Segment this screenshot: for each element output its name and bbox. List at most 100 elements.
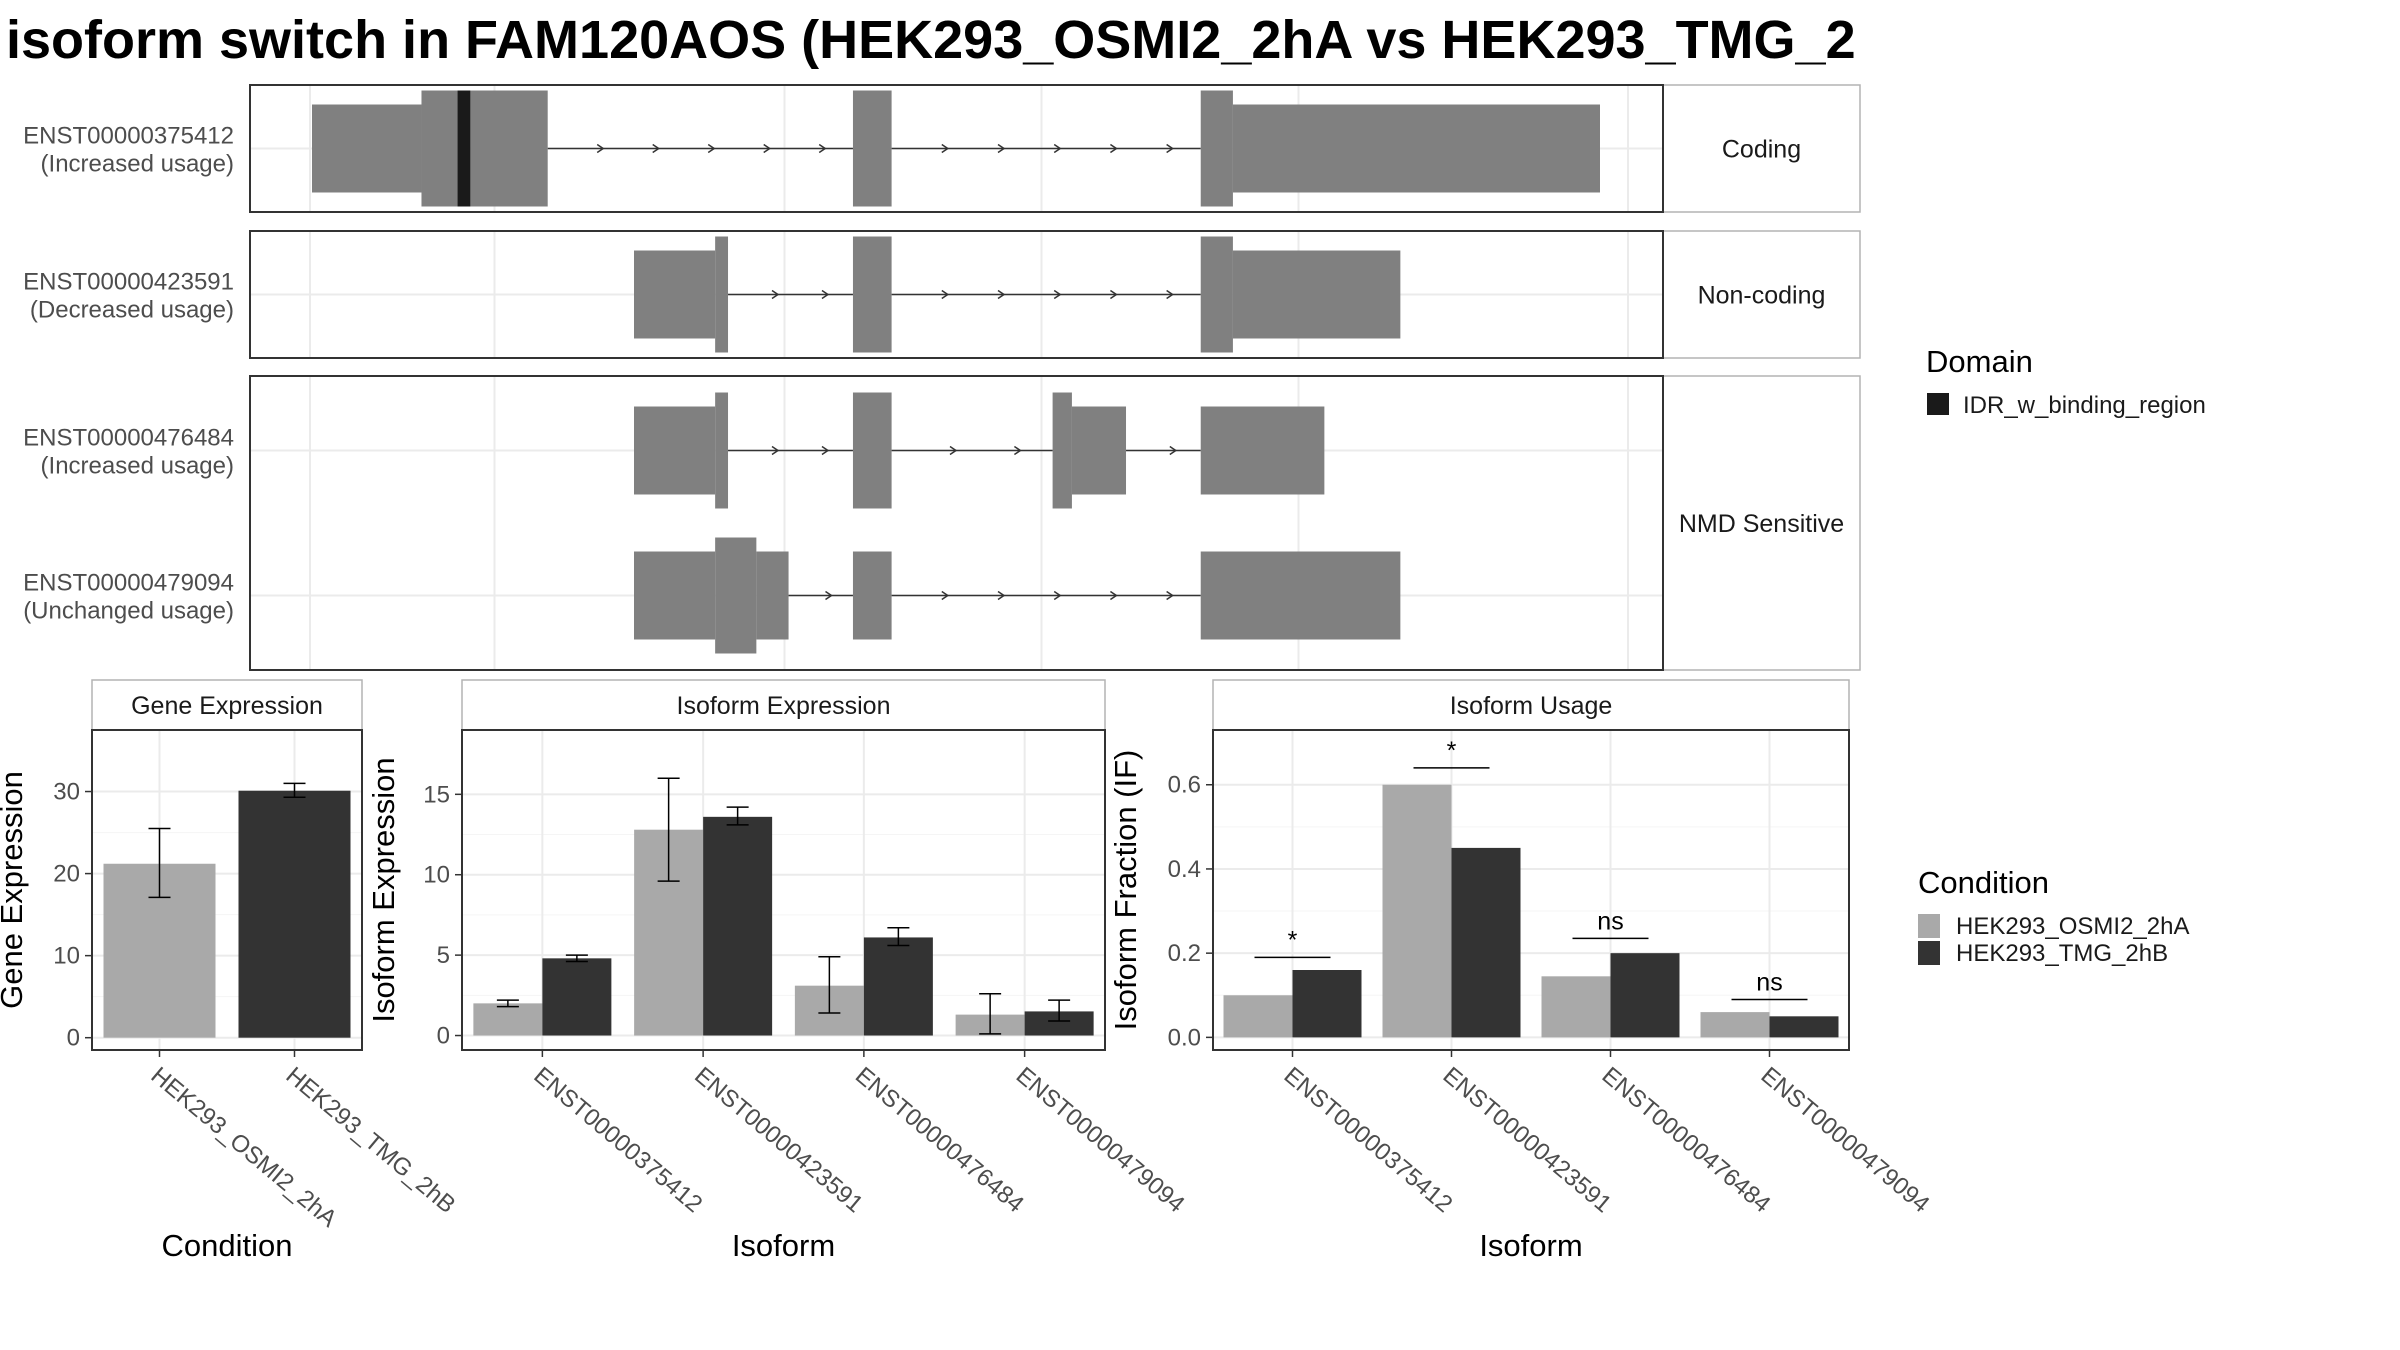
x-axis-title: Isoform <box>1479 1228 1582 1263</box>
transcript-row: ENST00000479094(Unchanged usage) <box>23 537 1663 654</box>
intron-arrow <box>1013 445 1022 456</box>
facet-strip-label: Coding <box>1722 136 1801 164</box>
transcript-row: ENST00000476484(Increased usage) <box>23 392 1663 509</box>
figure-title: isoform switch in FAM120AOS (HEK293_OSMI… <box>6 10 1856 70</box>
facet-strip-label: Non-coding <box>1698 282 1826 310</box>
exon-block <box>1071 406 1127 495</box>
exon-block <box>470 90 548 207</box>
facet-strip <box>1662 375 1861 671</box>
y-tick-label: 20 <box>53 861 80 888</box>
y-tick-label: 10 <box>423 862 450 889</box>
exon-block <box>1200 551 1401 640</box>
x-axis-title: Isoform <box>732 1228 835 1263</box>
exon-block <box>312 104 422 193</box>
panel-border <box>461 729 1106 1051</box>
x-tick-label: ENST00000375412 <box>1279 1062 1458 1218</box>
transcript-panel: Coding ENST00000375412(Increased usage) <box>23 84 1861 213</box>
bar <box>1451 847 1521 1038</box>
intron-arrow <box>941 143 950 154</box>
legend-key <box>1927 393 1949 415</box>
y-tick-label: 0.0 <box>1168 1024 1201 1051</box>
exon-block <box>1052 392 1072 509</box>
exon-block <box>634 250 716 339</box>
legend-label: HEK293_OSMI2_2hA <box>1956 913 2189 940</box>
legend-key <box>1918 941 1940 965</box>
x-tick-label: ENST00000479094 <box>1011 1062 1190 1218</box>
y-tick-label: 5 <box>437 942 450 969</box>
x-tick-label: ENST00000476484 <box>850 1062 1029 1218</box>
panel-border <box>249 84 1664 213</box>
intron-arrow <box>825 590 833 601</box>
x-tick-label: ENST00000375412 <box>529 1062 708 1218</box>
transcript-structures: Coding ENST00000375412(Increased usage) No… <box>23 84 1861 671</box>
transcript-usage-label: (Increased usage) <box>41 453 234 480</box>
intron-arrow <box>1109 590 1118 601</box>
y-axis-title: Gene Expression <box>0 771 29 1009</box>
bar <box>1292 970 1362 1038</box>
significance-label: * <box>1288 926 1298 954</box>
exon-block <box>852 551 892 640</box>
facet-strip <box>461 679 1106 731</box>
intron-arrow <box>1169 445 1178 456</box>
exon-block <box>1200 236 1233 353</box>
bar <box>1382 784 1452 1038</box>
intron-arrow <box>1166 143 1174 154</box>
transcript-usage-label: (Decreased usage) <box>30 297 234 324</box>
intron-arrow <box>997 590 1006 601</box>
bar-panel: Isoform Usage 0.0 0.2 0.4 0.6 * * ns ns ENST00000… <box>1108 679 1935 1263</box>
x-tick-label: ENST00000479094 <box>1756 1062 1935 1218</box>
bar-panel: Isoform Expression 0 5 10 15 ENST00000375412 E… <box>366 679 1190 1263</box>
transcript-row: ENST00000375412(Increased usage) <box>23 90 1663 207</box>
y-tick-label: 0.6 <box>1168 772 1201 799</box>
bar <box>1769 1016 1839 1038</box>
facet-strip <box>91 679 363 731</box>
significance-label: * <box>1447 737 1457 765</box>
intron-arrow <box>818 143 827 154</box>
panel-border <box>91 729 363 1051</box>
bar-panels: Gene Expression0102030HEK293_OSMI2_2hAHE… <box>0 679 1935 1263</box>
exon-block <box>421 90 458 207</box>
intron-arrow <box>1166 289 1174 300</box>
exon-block <box>852 90 892 207</box>
facet-strip <box>1212 679 1850 731</box>
legend-label: IDR_w_binding_region <box>1963 392 2206 419</box>
legend-label: HEK293_TMG_2hB <box>1956 940 2168 967</box>
exon-block <box>1232 250 1401 339</box>
exon-block <box>1200 406 1325 495</box>
legends: Domain IDR_w_binding_region Condition HEK29… <box>1918 344 2206 967</box>
significance-label: ns <box>1756 968 1782 996</box>
facet-strip <box>1662 230 1861 359</box>
panel-background <box>250 376 1663 670</box>
x-tick-label: ENST00000476484 <box>1597 1062 1776 1218</box>
domain-legend: Domain IDR_w_binding_region <box>1926 344 2206 419</box>
bar <box>863 937 933 1036</box>
intron-arrow <box>1053 143 1062 154</box>
intron-arrow <box>763 143 772 154</box>
bar <box>542 958 612 1036</box>
intron-arrow <box>941 289 950 300</box>
intron-arrow <box>596 143 605 154</box>
intron-arrow <box>771 445 780 456</box>
bar <box>1541 976 1611 1038</box>
transcript-panel: Non-coding ENST00000423591(Decreased usag… <box>23 230 1861 359</box>
exon-block <box>715 236 729 353</box>
transcript-usage-label: (Increased usage) <box>41 151 234 178</box>
transcript-id-label: ENST00000476484 <box>23 425 234 452</box>
x-tick-label: ENST00000423591 <box>1438 1062 1617 1218</box>
bar <box>238 790 351 1038</box>
y-axis-title: Isoform Fraction (IF) <box>1108 750 1143 1031</box>
intron-arrow <box>941 590 950 601</box>
exon-block <box>1200 90 1233 207</box>
intron-arrow <box>821 445 830 456</box>
intron-arrow <box>1053 289 1062 300</box>
facet-strip <box>1662 84 1861 213</box>
intron-arrow <box>997 289 1006 300</box>
transcript-row: ENST00000423591(Decreased usage) <box>23 236 1663 353</box>
panel-title: Isoform Expression <box>677 692 891 720</box>
exon-block <box>715 392 729 509</box>
panel-border <box>249 375 1664 671</box>
intron-arrow <box>652 143 661 154</box>
y-tick-label: 15 <box>423 781 450 808</box>
y-tick-label: 0 <box>437 1023 450 1050</box>
facet-strip-label: NMD Sensitive <box>1679 510 1844 538</box>
